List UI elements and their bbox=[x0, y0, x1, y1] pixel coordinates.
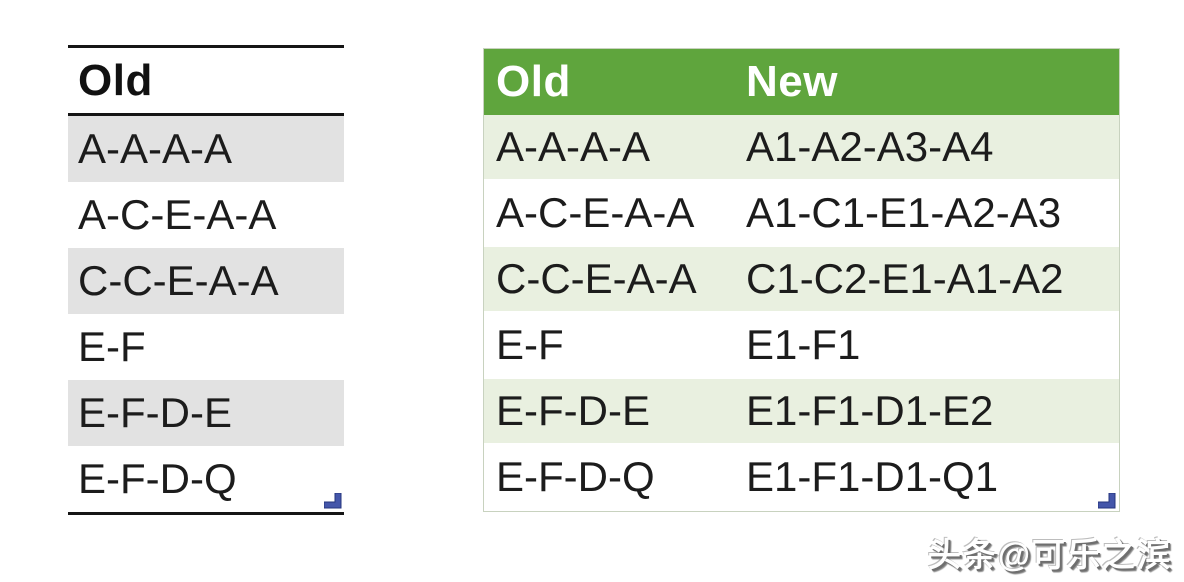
table-row: C-C-E-A-A C1-C2-E1-A1-A2 bbox=[484, 247, 1119, 313]
new-cell: A1-A2-A3-A4 bbox=[746, 123, 994, 170]
old-table-row: A-A-A-A bbox=[68, 116, 344, 182]
old-new-table-header-row: Old New bbox=[484, 49, 1119, 115]
table-resize-handle-icon[interactable] bbox=[324, 493, 342, 509]
new-cell: E1-F1-D1-Q1 bbox=[746, 453, 999, 500]
old-table-row: C-C-E-A-A bbox=[68, 248, 344, 314]
table-resize-handle-icon[interactable] bbox=[1098, 493, 1116, 509]
old-cell: E-F-D-Q bbox=[496, 453, 655, 500]
table-row: E-F-D-Q E1-F1-D1-Q1 bbox=[484, 445, 1119, 511]
old-table-header: Old bbox=[68, 48, 344, 113]
new-cell: E1-F1-D1-E2 bbox=[746, 387, 994, 434]
old-cell: C-C-E-A-A bbox=[496, 255, 697, 302]
old-table-row: E-F-D-E bbox=[68, 380, 344, 446]
old-table-top-rule bbox=[68, 45, 344, 48]
old-table: Old A-A-A-A A-C-E-A-A C-C-E-A-A E-F E-F-… bbox=[68, 45, 344, 515]
old-table-header-rule bbox=[68, 113, 344, 116]
watermark-text: 头条@可乐之滨 bbox=[927, 536, 1172, 573]
table-row: E-F-D-E E1-F1-D1-E2 bbox=[484, 379, 1119, 445]
table-row: A-C-E-A-A A1-C1-E1-A2-A3 bbox=[484, 181, 1119, 247]
old-column-header: Old bbox=[496, 57, 571, 106]
new-cell: E1-F1 bbox=[746, 321, 861, 368]
old-table-row: E-F-D-Q bbox=[68, 446, 344, 512]
old-cell: E-F-D-E bbox=[496, 387, 650, 434]
old-new-table: Old New A-A-A-A A1-A2-A3-A4 A-C-E-A-A A1… bbox=[483, 48, 1120, 512]
new-column-header: New bbox=[746, 57, 838, 106]
new-cell: A1-C1-E1-A2-A3 bbox=[746, 189, 1062, 236]
old-table-bottom-rule bbox=[68, 512, 344, 515]
old-table-row: E-F bbox=[68, 314, 344, 380]
table-row: A-A-A-A A1-A2-A3-A4 bbox=[484, 115, 1119, 181]
old-cell: E-F bbox=[496, 321, 564, 368]
table-row: E-F E1-F1 bbox=[484, 313, 1119, 379]
old-cell: A-C-E-A-A bbox=[496, 189, 695, 236]
old-cell: A-A-A-A bbox=[496, 123, 651, 170]
old-table-row: A-C-E-A-A bbox=[68, 182, 344, 248]
new-cell: C1-C2-E1-A1-A2 bbox=[746, 255, 1064, 302]
